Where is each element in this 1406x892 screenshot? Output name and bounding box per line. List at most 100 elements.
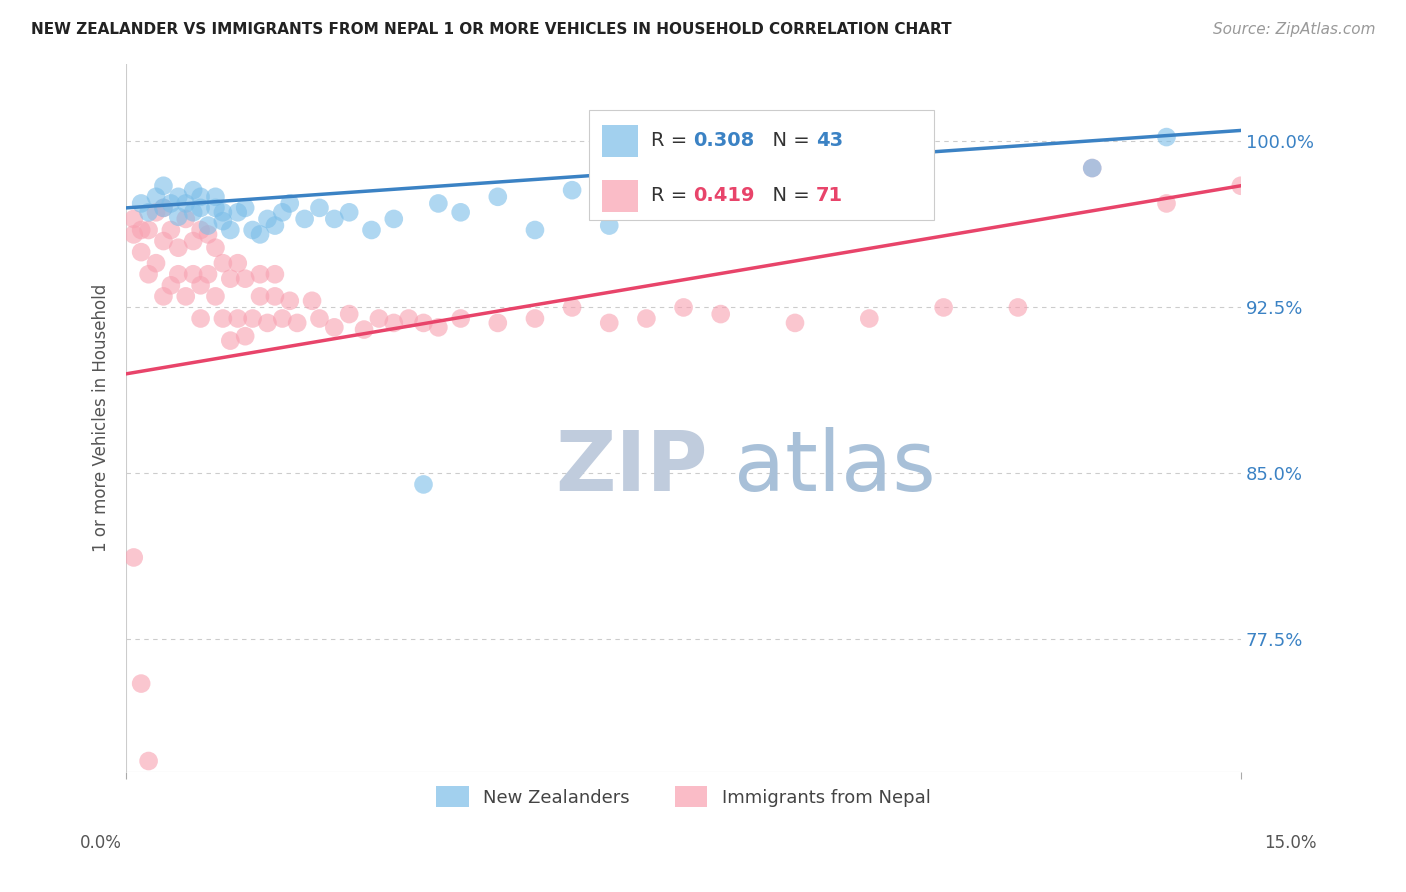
- Point: [1156, 130, 1178, 145]
- Point: [233, 201, 256, 215]
- Point: [233, 329, 256, 343]
- Point: [285, 316, 308, 330]
- Point: [212, 256, 235, 270]
- Point: [858, 311, 880, 326]
- Point: [1156, 196, 1178, 211]
- Point: [382, 211, 405, 226]
- Point: [1081, 161, 1104, 175]
- Point: [523, 311, 546, 326]
- Point: [523, 223, 546, 237]
- Point: [145, 205, 167, 219]
- Point: [129, 245, 152, 260]
- FancyBboxPatch shape: [602, 180, 638, 211]
- Point: [197, 227, 219, 242]
- FancyBboxPatch shape: [589, 110, 935, 219]
- Point: [226, 205, 249, 219]
- Point: [138, 267, 160, 281]
- Point: [427, 196, 450, 211]
- Point: [197, 219, 219, 233]
- Text: 71: 71: [815, 186, 844, 205]
- Point: [323, 211, 346, 226]
- Point: [412, 477, 434, 491]
- Point: [190, 311, 212, 326]
- Point: [129, 196, 152, 211]
- Point: [308, 201, 330, 215]
- Point: [219, 334, 242, 348]
- Point: [226, 311, 249, 326]
- Point: [204, 289, 226, 303]
- Point: [204, 201, 226, 215]
- Point: [174, 211, 197, 226]
- Text: N =: N =: [761, 186, 817, 205]
- Point: [450, 205, 472, 219]
- Point: [190, 223, 212, 237]
- Point: [382, 316, 405, 330]
- Text: N =: N =: [761, 131, 817, 151]
- Point: [233, 271, 256, 285]
- Point: [710, 307, 733, 321]
- Point: [598, 316, 620, 330]
- Point: [219, 223, 242, 237]
- Point: [249, 289, 271, 303]
- Point: [278, 196, 301, 211]
- Point: [353, 322, 375, 336]
- Point: [412, 316, 434, 330]
- Text: 0.419: 0.419: [693, 186, 755, 205]
- Point: [932, 301, 955, 315]
- Point: [197, 267, 219, 281]
- Point: [160, 196, 183, 211]
- Text: R =: R =: [651, 186, 693, 205]
- Point: [204, 241, 226, 255]
- Point: [301, 293, 323, 308]
- Point: [167, 241, 190, 255]
- Point: [212, 214, 235, 228]
- Point: [1230, 178, 1253, 193]
- Point: [181, 234, 204, 248]
- Text: ZIP: ZIP: [555, 427, 707, 508]
- Point: [226, 256, 249, 270]
- Point: [561, 183, 583, 197]
- Point: [264, 267, 287, 281]
- Point: [190, 190, 212, 204]
- Point: [256, 316, 278, 330]
- Point: [486, 316, 509, 330]
- Text: NEW ZEALANDER VS IMMIGRANTS FROM NEPAL 1 OR MORE VEHICLES IN HOUSEHOLD CORRELATI: NEW ZEALANDER VS IMMIGRANTS FROM NEPAL 1…: [31, 22, 952, 37]
- Point: [278, 293, 301, 308]
- Point: [337, 307, 360, 321]
- Point: [152, 201, 174, 215]
- Point: [242, 223, 264, 237]
- Point: [145, 190, 167, 204]
- Point: [167, 210, 190, 224]
- Point: [427, 320, 450, 334]
- Point: [242, 311, 264, 326]
- Point: [264, 219, 287, 233]
- Text: atlas: atlas: [734, 427, 935, 508]
- Point: [181, 183, 204, 197]
- Point: [219, 271, 242, 285]
- Point: [486, 190, 509, 204]
- Point: [256, 211, 278, 226]
- Point: [212, 311, 235, 326]
- Text: R =: R =: [651, 131, 693, 151]
- Point: [190, 201, 212, 215]
- Point: [167, 267, 190, 281]
- Text: 0.0%: 0.0%: [80, 834, 122, 852]
- Point: [204, 190, 226, 204]
- Point: [152, 201, 174, 215]
- Point: [249, 227, 271, 242]
- Point: [1081, 161, 1104, 175]
- Point: [190, 278, 212, 293]
- Point: [152, 178, 174, 193]
- Point: [122, 227, 145, 242]
- Point: [122, 211, 145, 226]
- Point: [138, 223, 160, 237]
- Point: [160, 278, 183, 293]
- Point: [398, 311, 420, 326]
- Point: [1007, 301, 1029, 315]
- Point: [145, 256, 167, 270]
- Point: [129, 676, 152, 690]
- Point: [271, 205, 294, 219]
- Legend: New Zealanders, Immigrants from Nepal: New Zealanders, Immigrants from Nepal: [427, 777, 939, 816]
- Point: [129, 223, 152, 237]
- Point: [783, 183, 806, 197]
